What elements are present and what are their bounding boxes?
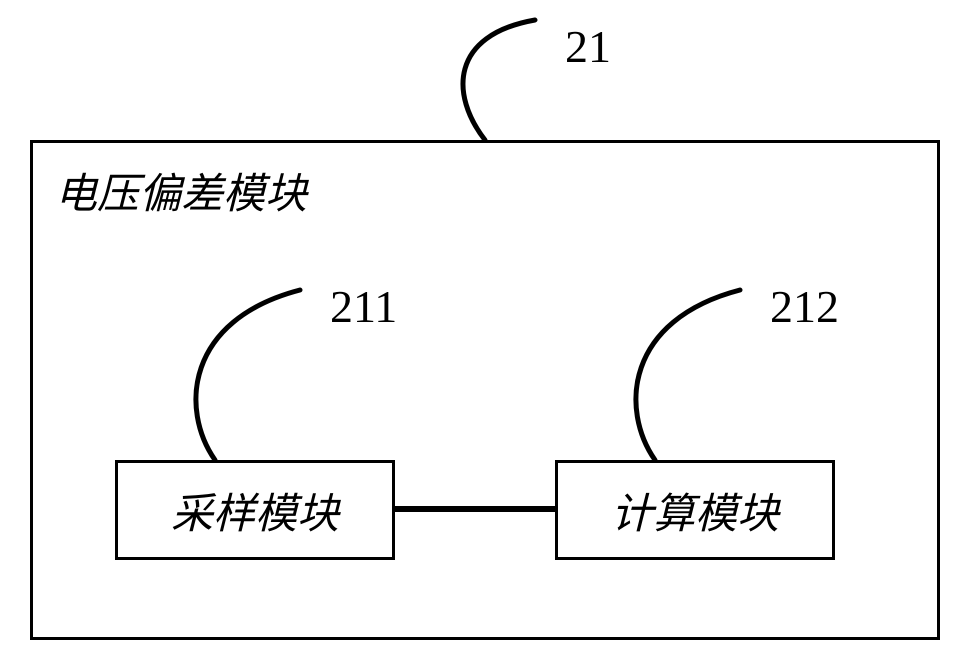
module-connector (395, 506, 555, 512)
voltage-deviation-module-title: 电压偏差模块 (55, 160, 307, 221)
ref-number-212: 212 (770, 280, 839, 333)
compute-module-box: 计算模块 (555, 460, 835, 560)
ref-number-21: 21 (565, 20, 611, 73)
sampling-module-box: 采样模块 (115, 460, 395, 560)
diagram-canvas: 电压偏差模块 21 采样模块 211 计算模块 212 (0, 0, 971, 655)
ref-number-211: 211 (330, 280, 397, 333)
